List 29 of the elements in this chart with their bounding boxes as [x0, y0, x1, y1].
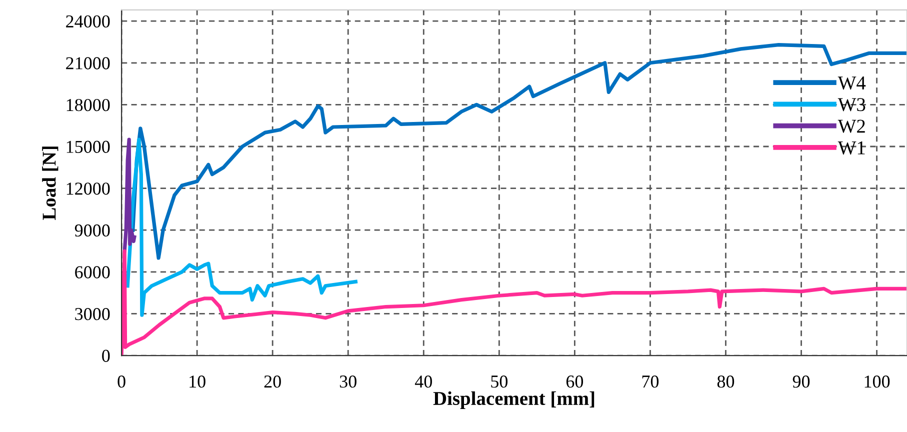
y-tick-label: 18000 [66, 98, 110, 112]
line-series [122, 138, 136, 253]
line-series [131, 42, 907, 260]
x-tick-label: 20 [264, 376, 281, 388]
x-tick-label: 0 [118, 376, 126, 388]
y-tick-label: 0 [102, 350, 110, 362]
x-tick-label: 60 [566, 376, 584, 388]
line-series [126, 138, 358, 317]
x-tick-label: 10 [190, 376, 206, 388]
x-tick-label: 50 [491, 376, 508, 388]
y-tick-label: 12000 [66, 182, 110, 195]
legend-label: W4 [838, 76, 866, 90]
y-tick-label: 6000 [75, 266, 110, 278]
y-tick-label: 3000 [75, 308, 110, 320]
legend-label: W2 [838, 120, 865, 133]
y-tick-label: 21000 [66, 57, 110, 70]
legend-label: W1 [838, 141, 865, 155]
y-tick-label: 15000 [66, 140, 110, 153]
x-tick-label: 30 [340, 376, 356, 388]
y-tick-label: 24000 [66, 15, 110, 28]
x-axis-title: Displacement [mm] [433, 391, 594, 409]
legend-label: W3 [838, 98, 866, 112]
x-tick-label: 70 [642, 376, 659, 388]
x-tick-label: 80 [717, 376, 734, 388]
y-tick-label: 9000 [74, 224, 110, 237]
x-tick-label: 40 [414, 376, 432, 388]
x-tick-label: 90 [792, 376, 810, 388]
y-axis-title: Load [N] [42, 146, 58, 220]
x-tick-label: 100 [864, 376, 890, 388]
